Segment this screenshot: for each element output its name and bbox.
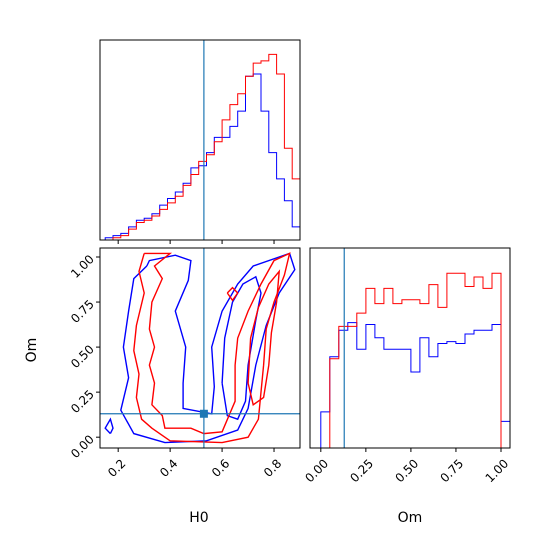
h0-om-contour-panel: 0.2 0.4 0.6 0.8 0.00 0.25 0.50 0.75 1.00 H0 Om [24, 247, 301, 526]
y-tick-label: 0.00 [68, 432, 97, 461]
y-tick-label: 0.50 [68, 342, 97, 371]
histogram-series-red [311, 272, 510, 448]
histogram-series-red [105, 53, 300, 240]
axes-frame [309, 247, 511, 449]
x-tick-label: 0.8 [261, 456, 284, 479]
x-tick-label: 0.6 [209, 456, 232, 479]
y-tick-label: 0.75 [68, 297, 97, 326]
x-tick-label: 0.50 [392, 456, 421, 485]
histogram-series-blue [104, 73, 300, 240]
x-axis-label: Om [398, 510, 423, 526]
x-tick-label: 0.25 [347, 456, 376, 485]
x-tick-label: 0.2 [105, 456, 128, 479]
y-tick-label: 1.00 [68, 252, 97, 281]
x-tick-label: 0.4 [157, 456, 180, 479]
x-tick-label: 1.00 [483, 456, 512, 485]
y-tick-label: 0.25 [68, 387, 97, 416]
h0-histogram-panel [99, 39, 301, 244]
contour-blue [221, 275, 262, 421]
histogram-series-blue [311, 322, 510, 448]
contour-red [247, 269, 281, 406]
y-axis-label: Om [24, 338, 40, 363]
x-tick-label: 0.75 [437, 456, 466, 485]
contour-red [133, 252, 291, 444]
x-axis-label: H0 [189, 510, 208, 526]
x-tick-label: 0.00 [302, 456, 331, 485]
contour-red [226, 286, 239, 302]
contour-blue [104, 417, 114, 435]
axes-frame [99, 39, 301, 241]
om-histogram-panel: 0.00 0.25 0.50 0.75 1.00 Om [302, 247, 512, 526]
axes-frame [99, 247, 301, 449]
reference-point [199, 409, 208, 418]
